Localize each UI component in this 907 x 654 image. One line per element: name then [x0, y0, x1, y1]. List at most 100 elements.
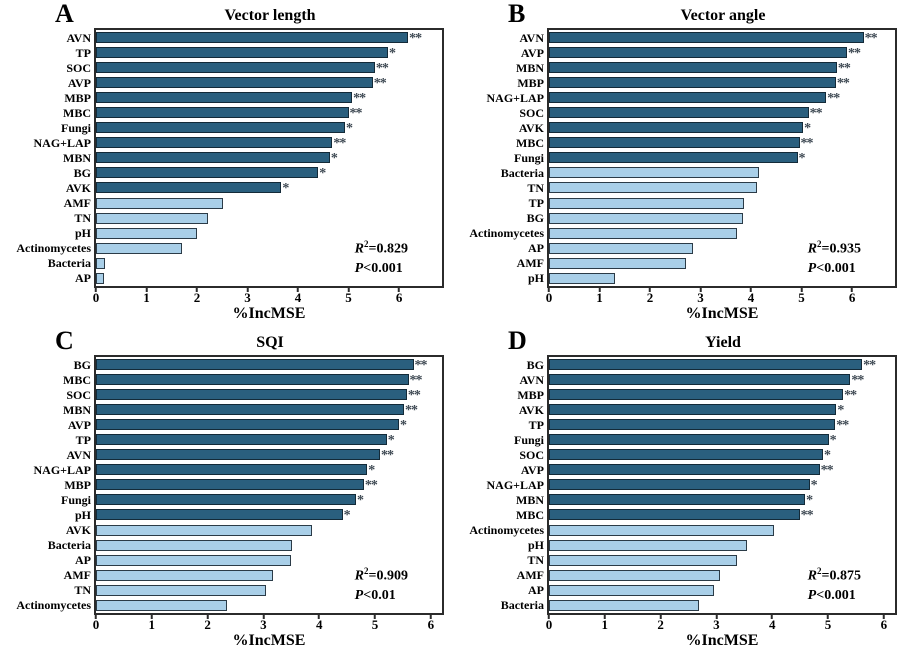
significance-marker: *	[829, 432, 837, 448]
tick-label: 0	[545, 617, 553, 632]
bar-row: *	[96, 463, 442, 477]
bar	[96, 32, 409, 44]
significance-marker: **	[333, 135, 346, 151]
significance-marker: *	[824, 447, 831, 463]
category-label: AVK	[518, 402, 544, 417]
bar-row	[549, 197, 895, 209]
category-label: MBP	[64, 90, 91, 105]
bar	[549, 92, 827, 104]
bar-row	[549, 584, 895, 596]
bar-row: **	[549, 358, 895, 372]
category-label: TN	[74, 583, 91, 598]
category-label: MBN	[516, 60, 544, 75]
stats-annotation: R2=0.909 P<0.01	[355, 562, 408, 605]
tick-mark	[827, 615, 830, 619]
panel-letter: D	[508, 326, 527, 355]
bar-row	[549, 257, 895, 269]
category-label: BG	[73, 165, 91, 180]
stats-annotation: R2=0.875 P<0.001	[808, 562, 861, 605]
category-label: Bacteria	[500, 598, 544, 613]
bar	[549, 182, 757, 194]
category-label: TP	[528, 196, 544, 211]
tick-label: 2	[193, 290, 201, 305]
tick-mark	[771, 615, 774, 619]
r-squared-text: R2=0.909	[354, 566, 408, 584]
bar	[549, 389, 844, 401]
x-tick: 0	[93, 288, 99, 304]
tick-mark	[649, 288, 652, 292]
significance-marker: *	[804, 120, 811, 136]
tick-mark	[347, 288, 350, 292]
tick-label: 5	[824, 617, 832, 632]
bar-row: *	[96, 493, 442, 507]
tick-label: 1	[601, 617, 609, 632]
bar	[96, 167, 319, 179]
tick-label: 1	[148, 617, 156, 632]
bars-container: ** ** ** ** ** ** * ** *	[549, 30, 895, 286]
tick-label: 3	[244, 290, 251, 305]
category-label: SOC	[66, 387, 91, 402]
tick-label: 1	[143, 290, 150, 305]
significance-marker: **	[844, 387, 857, 403]
category-label: MBC	[516, 507, 544, 522]
bar-row: **	[549, 418, 895, 432]
bar-row: **	[549, 46, 895, 60]
bar	[96, 434, 387, 446]
category-label: Fungi	[60, 492, 91, 507]
category-label: Actinomycetes	[469, 523, 544, 538]
bar-row	[96, 524, 442, 536]
category-label: AMF	[516, 256, 544, 271]
r-squared-text: R2=0.875	[807, 566, 861, 584]
significance-marker: *	[343, 507, 351, 523]
category-label: AVN	[66, 30, 91, 45]
significance-marker: *	[282, 180, 289, 196]
bar	[549, 152, 798, 164]
bar	[549, 539, 747, 551]
bar-row	[549, 167, 895, 179]
tick-mark	[699, 288, 702, 292]
tick-mark	[262, 615, 265, 619]
category-label: Bacteria	[47, 538, 91, 553]
bar-row: **	[96, 106, 442, 120]
panel-header: A Vector length	[0, 0, 453, 28]
x-axis-label: %IncMSE	[232, 305, 306, 322]
significance-marker: **	[409, 372, 423, 388]
significance-marker: *	[346, 120, 353, 136]
bar	[96, 389, 407, 401]
bar-row: **	[96, 358, 442, 372]
bar-row: **	[549, 31, 895, 45]
significance-marker: **	[836, 75, 850, 91]
x-tick: 3	[244, 288, 251, 304]
bar	[549, 404, 837, 416]
bar	[96, 449, 381, 461]
bar-row: *	[549, 151, 895, 165]
significance-marker: **	[851, 372, 864, 388]
significance-marker: *	[837, 402, 844, 418]
tick-label: 4	[315, 617, 323, 632]
panel-letter: A	[55, 0, 74, 28]
bar-row: **	[96, 447, 442, 463]
category-label: NAG+LAP	[486, 90, 544, 105]
category-label: Actinomycetes	[469, 226, 544, 241]
plot-area: ** ** ** ** * * ** * ** * * R2=0.909 P<0.01	[94, 355, 444, 615]
significance-marker: **	[381, 447, 394, 463]
significance-marker: **	[407, 387, 421, 403]
panel-title: Yield	[705, 334, 741, 351]
p-value-text: P<0.001	[807, 261, 856, 276]
bar	[96, 419, 400, 431]
bar	[549, 584, 714, 596]
bar-row	[549, 227, 895, 239]
bar-row	[549, 272, 895, 284]
significance-marker: **	[409, 30, 422, 46]
tick-label: 5	[798, 290, 805, 305]
category-label: TN	[74, 211, 91, 226]
bar-row: **	[96, 372, 442, 388]
bar	[96, 47, 388, 59]
tick-label: 3	[260, 617, 267, 632]
tick-mark	[95, 288, 97, 292]
x-tick: 3	[713, 615, 720, 631]
bar-row	[549, 524, 895, 536]
x-tick: 2	[657, 615, 664, 631]
